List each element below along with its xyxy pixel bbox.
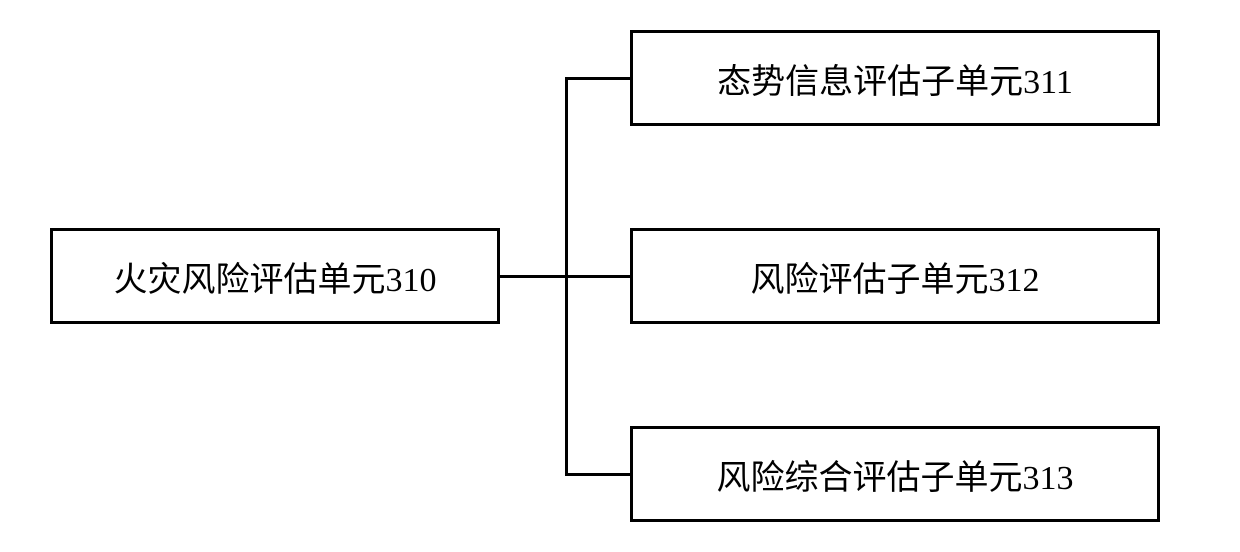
child-label-0: 态势信息评估子单元311: [717, 54, 1073, 103]
connector-branch-top: [565, 77, 630, 80]
root-node: 火灾风险评估单元310: [50, 228, 500, 324]
connector-branch-bot: [565, 473, 630, 476]
connector-branch-mid: [565, 275, 630, 278]
child-label-1: 风险评估子单元312: [751, 252, 1040, 301]
child-label-2: 风险综合评估子单元313: [717, 450, 1074, 499]
connector-trunk: [500, 275, 565, 278]
child-node-2: 风险综合评估子单元313: [630, 426, 1160, 522]
root-label: 火灾风险评估单元310: [114, 252, 437, 301]
child-node-0: 态势信息评估子单元311: [630, 30, 1160, 126]
child-node-1: 风险评估子单元312: [630, 228, 1160, 324]
